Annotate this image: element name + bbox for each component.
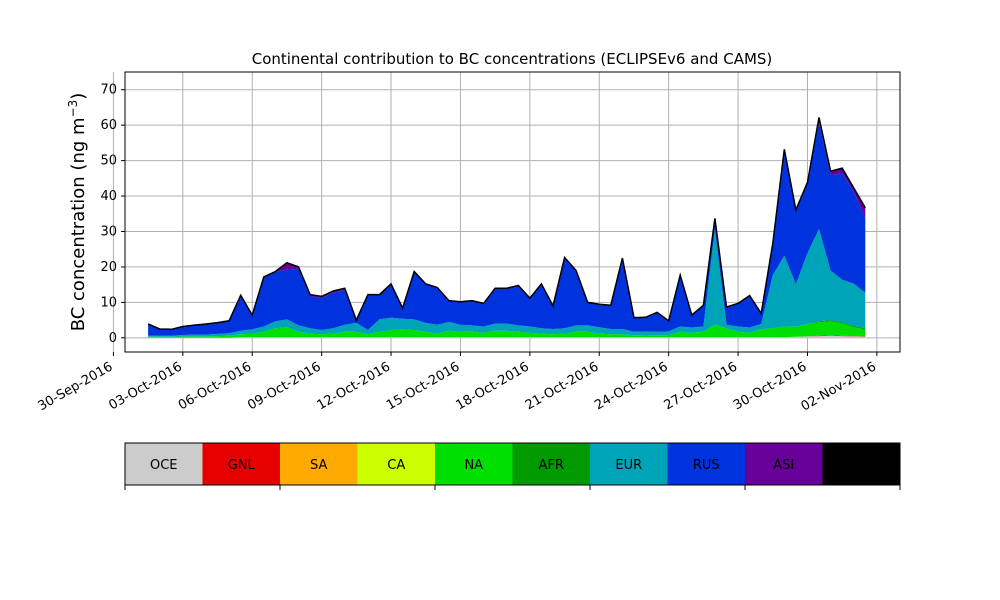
- y-tick-label: 50: [100, 154, 117, 169]
- area-series-rus: [148, 122, 866, 336]
- legend-swatch-gnl: [202, 443, 280, 485]
- x-tick-label: 12-Oct-2016: [315, 359, 393, 413]
- legend-swatch-rus: [667, 443, 745, 485]
- y-axis-label-superscript: −3: [66, 100, 80, 118]
- legend-label-eur: EUR: [615, 458, 642, 473]
- legend-swatch-sa: [280, 443, 358, 485]
- legend-swatch-asi: [745, 443, 823, 485]
- stacked-areas: [148, 117, 866, 338]
- legend-swatch-na: [435, 443, 513, 485]
- y-axis-label-text: BC concentration (ng m: [68, 117, 89, 331]
- legend-swatch-oce: [125, 443, 203, 485]
- y-tick-label: 20: [100, 260, 117, 275]
- y-axis-label-close: ): [68, 93, 89, 100]
- y-tick-label: 0: [109, 331, 117, 346]
- x-tick-label: 03-Oct-2016: [106, 359, 184, 413]
- y-tick-label: 70: [100, 83, 117, 98]
- area-series-na: [148, 321, 866, 338]
- plot-frame: [124, 71, 901, 353]
- x-tick-label: 02-Nov-2016: [799, 359, 879, 414]
- legend-label-na: NA: [464, 458, 483, 473]
- y-tick-label: 60: [100, 118, 117, 133]
- legend-label-sa: SA: [310, 458, 327, 473]
- area-series-oce: [148, 335, 866, 338]
- legend-label-oce: OCE: [150, 458, 178, 473]
- x-tick-label: 09-Oct-2016: [245, 359, 323, 413]
- x-tick-label: 06-Oct-2016: [176, 359, 254, 413]
- x-tick-label: 15-Oct-2016: [384, 359, 462, 413]
- legend-label-rus: RUS: [693, 458, 720, 473]
- legend-label-aus: AUS: [848, 458, 875, 473]
- x-tick-label: 24-Oct-2016: [592, 359, 670, 413]
- legend-swatch-eur: [590, 443, 668, 485]
- x-tick-label: 21-Oct-2016: [523, 359, 601, 413]
- y-tick-label: 10: [100, 295, 117, 310]
- legend-colorbar: OCE GNL SA CA NA AFR EUR RUS ASI AUS: [124, 442, 901, 490]
- legend-swatch-ca: [357, 443, 435, 485]
- y-tick-label: 30: [100, 224, 117, 239]
- x-tick-label: 30-Oct-2016: [731, 359, 809, 413]
- y-axis: 0 10 20 30 40 50 60 70: [100, 83, 125, 346]
- x-axis: 30-Sep-201603-Oct-201606-Oct-201609-Oct-…: [36, 352, 879, 414]
- legend-label-gnl: GNL: [228, 458, 256, 473]
- x-tick-label: 27-Oct-2016: [662, 359, 740, 413]
- x-tick-label: 30-Sep-2016: [36, 359, 116, 414]
- legend-label-afr: AFR: [539, 458, 564, 473]
- total-concentration-line: [147, 117, 866, 331]
- legend-label-asi: ASI: [773, 458, 794, 473]
- legend-swatch-aus: [822, 443, 900, 485]
- legend-swatch-afr: [512, 443, 590, 485]
- y-axis-label: BC concentration (ng m−3): [66, 93, 89, 332]
- y-tick-label: 40: [100, 189, 117, 204]
- legend-label-ca: CA: [387, 458, 405, 473]
- area-series-eur: [148, 229, 866, 337]
- chart-title: Continental contribution to BC concentra…: [252, 50, 773, 68]
- legend-frame: [124, 442, 901, 486]
- x-tick-label: 18-Oct-2016: [453, 359, 531, 413]
